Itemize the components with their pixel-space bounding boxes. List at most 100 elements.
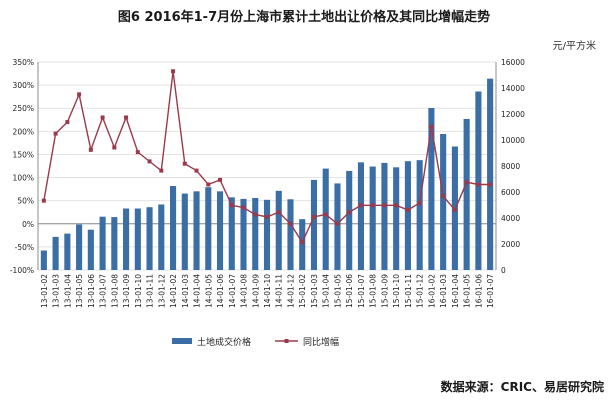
line-point — [417, 200, 422, 205]
bar — [76, 224, 83, 270]
bar — [381, 162, 388, 270]
bar — [205, 187, 212, 270]
left-tick-label: 250% — [13, 104, 34, 113]
bar — [287, 199, 294, 270]
category-label: 15-01-06 — [345, 274, 354, 308]
left-tick-label: 0% — [22, 220, 34, 229]
right-tick-label: 12000 — [501, 110, 525, 119]
bar — [275, 190, 282, 270]
bar — [111, 217, 118, 270]
left-tick-label: -100% — [10, 266, 34, 275]
bar — [193, 191, 200, 270]
left-tick-label: 50% — [17, 197, 34, 206]
category-label: 15-01-03 — [310, 274, 319, 308]
legend-bar-label: 土地成交价格 — [197, 336, 251, 348]
line-point — [53, 131, 58, 136]
category-label: 13-01-11 — [146, 274, 155, 308]
right-tick-label: 6000 — [501, 188, 520, 197]
category-label: 14-01-02 — [169, 274, 178, 308]
right-tick-label: 16000 — [501, 58, 525, 67]
category-label: 13-01-06 — [87, 274, 96, 308]
category-label: 16-01-02 — [427, 274, 436, 308]
category-label: 14-01-07 — [228, 274, 237, 308]
category-label: 15-01-05 — [333, 274, 342, 308]
left-tick-label: 100% — [13, 174, 34, 183]
legend: 土地成交价格 同比增幅 — [172, 336, 339, 348]
category-label: 13-01-02 — [40, 274, 49, 308]
bar — [334, 183, 341, 270]
line-point — [241, 205, 246, 210]
bar — [64, 233, 71, 270]
category-label: 13-01-05 — [75, 274, 84, 308]
category-label: 13-01-07 — [99, 274, 108, 308]
line-point — [77, 92, 82, 97]
category-label: 13-01-03 — [52, 274, 61, 308]
category-label: 15-01-12 — [416, 274, 425, 308]
line-point — [182, 161, 187, 166]
bar — [228, 197, 235, 270]
category-label: 16-01-07 — [486, 274, 495, 308]
line-point — [253, 212, 258, 217]
bar — [357, 162, 365, 270]
category-label: 15-01-08 — [369, 274, 378, 308]
line-point — [358, 203, 363, 208]
category-label: 14-01-03 — [181, 274, 190, 308]
line-point — [335, 221, 340, 226]
bar — [475, 91, 482, 270]
right-tick-label: 8000 — [501, 162, 520, 171]
bar — [393, 167, 400, 270]
line-point — [405, 207, 410, 212]
category-label: 13-01-10 — [134, 274, 143, 308]
bar — [87, 229, 94, 270]
right-tick-label: 0 — [501, 266, 506, 275]
line-point — [100, 115, 105, 120]
line-point — [171, 69, 176, 74]
bar — [369, 166, 376, 270]
bar — [181, 193, 188, 270]
bar — [263, 199, 271, 270]
right-tick-label: 2000 — [501, 240, 520, 249]
line-point — [300, 240, 305, 245]
line-point — [147, 159, 152, 164]
category-label: 15-01-09 — [380, 274, 389, 308]
legend-line-label: 同比增幅 — [303, 336, 339, 348]
category-label: 16-01-06 — [474, 274, 483, 308]
left-tick-label: 150% — [13, 150, 34, 159]
line-point — [288, 221, 293, 226]
category-label: 14-01-11 — [275, 274, 284, 308]
bar — [487, 78, 494, 270]
category-label: 16-01-04 — [451, 274, 460, 308]
left-tick-label: 300% — [13, 81, 34, 90]
bar — [428, 108, 435, 271]
category-label: 15-01-02 — [298, 274, 307, 308]
category-label: 14-01-04 — [193, 274, 202, 308]
line-point — [265, 214, 269, 219]
bar — [216, 191, 224, 270]
bar — [240, 198, 247, 270]
category-label: 14-01-10 — [263, 274, 272, 308]
category-label: 16-01-05 — [463, 274, 472, 308]
line-point — [370, 203, 375, 208]
line-series — [41, 69, 493, 245]
line-point — [112, 145, 117, 150]
bar — [40, 250, 47, 270]
category-label: 13-01-09 — [122, 274, 131, 308]
legend-line-marker — [284, 339, 289, 343]
right-tick-label: 4000 — [501, 214, 520, 223]
category-label: 13-01-04 — [63, 274, 72, 308]
bar — [416, 160, 423, 270]
line-point — [476, 182, 481, 187]
bar — [463, 118, 470, 270]
category-label: 15-01-10 — [392, 274, 401, 308]
left-tick-label: 200% — [13, 127, 34, 136]
left-tick-label: -50% — [15, 243, 34, 252]
line-point — [488, 182, 493, 187]
line-point — [347, 210, 352, 215]
left-tick-label: 350% — [13, 58, 34, 67]
category-label: 14-01-12 — [286, 274, 295, 308]
category-label: 14-01-06 — [216, 274, 225, 308]
bar — [310, 179, 318, 270]
bar — [146, 207, 153, 270]
line-point — [65, 120, 70, 125]
line-point — [441, 194, 446, 199]
